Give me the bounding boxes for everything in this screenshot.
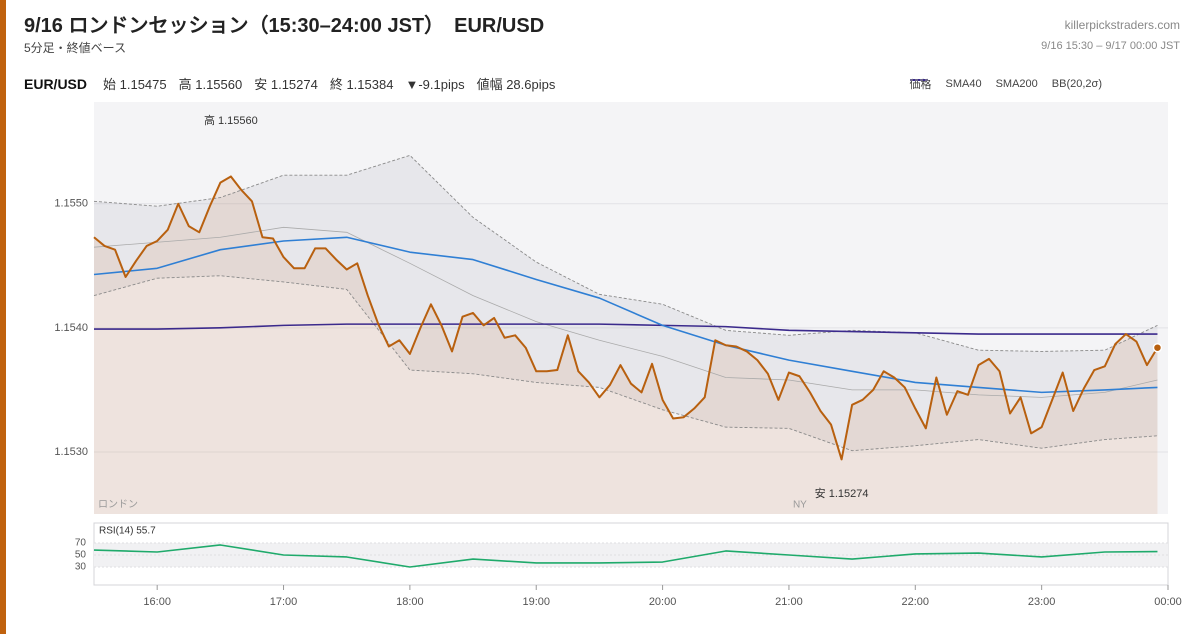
session-label: ロンドン bbox=[98, 500, 138, 511]
stat-item: 高 1.15560 bbox=[178, 77, 243, 92]
symbol: EUR/USD bbox=[24, 76, 88, 92]
stat-item: 値幅 28.6pips bbox=[476, 77, 556, 92]
y-tick-label: 1.1550 bbox=[54, 198, 88, 210]
x-tick-label: 23:00 bbox=[1028, 596, 1056, 608]
site-name: killerpickstraders.com bbox=[1064, 18, 1180, 32]
plot-background bbox=[94, 102, 1168, 514]
x-tick-label: 00:00 bbox=[1154, 596, 1182, 608]
time-range: 9/16 15:30 – 9/17 00:00 JST bbox=[1041, 40, 1180, 52]
stat-item: 終 1.15384 bbox=[329, 77, 394, 92]
y-tick-label: 50 bbox=[75, 550, 87, 561]
stats-row: EUR/USD 始 1.15475 高 1.15560 安 1.15274 終 1.1… bbox=[24, 74, 555, 93]
series-line bbox=[93, 236, 1158, 394]
x-tick-label: 17:00 bbox=[270, 596, 298, 608]
stat-item: 安 1.15274 bbox=[254, 77, 318, 92]
price-area bbox=[94, 176, 1158, 514]
bollinger-middle bbox=[93, 226, 1158, 398]
series-line bbox=[93, 175, 1159, 461]
stat-item: ▼-9.1pips bbox=[405, 77, 465, 92]
annotation: 安 1.15274 bbox=[815, 486, 869, 500]
x-tick-label: 20:00 bbox=[649, 596, 677, 608]
annotation: 高 1.15560 bbox=[204, 113, 258, 127]
stat-item: 始 1.15475 bbox=[103, 77, 167, 92]
x-tick-label: 18:00 bbox=[396, 596, 424, 608]
accent-bar bbox=[0, 0, 6, 634]
legend-label: BB(20,2σ) bbox=[1051, 78, 1102, 90]
x-tick-label: 19:00 bbox=[522, 596, 550, 608]
y-tick-label: 1.1540 bbox=[54, 322, 88, 334]
legend-swatch bbox=[909, 79, 928, 81]
page-title: 9/16 ロンドンセッション（15:30–24:00 JST） EUR/USD bbox=[24, 15, 545, 37]
session-label: NY bbox=[793, 500, 807, 511]
bollinger-upper bbox=[93, 154, 1158, 352]
bollinger-lower bbox=[93, 275, 1158, 452]
legend-label: SMA200 bbox=[995, 78, 1038, 90]
legend-item: BB(20,2σ) bbox=[909, 78, 1102, 90]
y-tick-label: 30 bbox=[75, 562, 87, 573]
series-line bbox=[94, 323, 1158, 335]
y-tick-label: 70 bbox=[75, 538, 87, 549]
subtitle: 5分足・終値ベース bbox=[24, 41, 127, 55]
x-tick-label: 22:00 bbox=[902, 596, 930, 608]
x-tick-label: 21:00 bbox=[775, 596, 803, 608]
legend-label: SMA40 bbox=[945, 78, 982, 90]
series-line bbox=[93, 544, 1158, 568]
legend: 価格 SMA40 SMA200 BB(20,2σ) bbox=[909, 76, 1102, 92]
x-tick-label: 16:00 bbox=[143, 596, 171, 608]
y-tick-label: 1.1530 bbox=[54, 446, 88, 458]
last-price-marker bbox=[1152, 342, 1163, 353]
legend-label: 価格 bbox=[909, 79, 932, 91]
rsi-title: RSI(14) 55.7 bbox=[99, 526, 156, 537]
